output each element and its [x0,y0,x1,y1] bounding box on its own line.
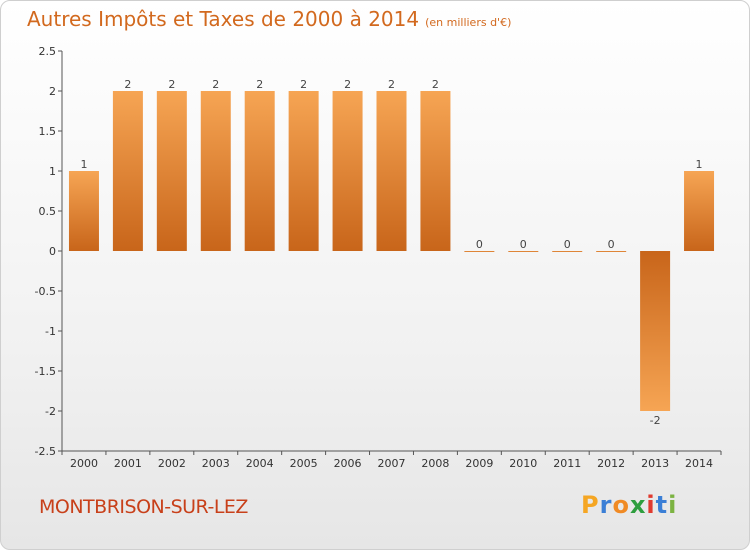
bar [112,91,143,251]
x-tick-label: 2003 [202,457,230,470]
bar [376,91,407,251]
y-tick-label: 2 [49,85,56,98]
bar [200,91,231,251]
data-label: 2 [300,78,307,91]
logo-letter: x [629,491,647,519]
x-tick-label: 2000 [70,457,98,470]
x-tick-label: 2014 [685,457,713,470]
proxiti-logo: Proxiti [581,491,677,519]
bar [552,251,583,252]
data-label: 2 [168,78,175,91]
logo-letter: r [599,491,613,519]
y-tick-label: 2.5 [39,45,57,58]
x-tick-label: 2012 [597,457,625,470]
y-tick-label: -2 [45,405,56,418]
bar [596,251,627,252]
data-label: 0 [608,238,615,251]
chart-title: Autres Impôts et Taxes de 2000 à 2014 (en… [27,7,511,31]
logo-letter: P [581,491,600,519]
y-tick-label: -2.5 [35,445,56,458]
bar [464,251,495,252]
y-tick-label: 0 [49,245,56,258]
data-labels: 1 2 2 2 2 2 2 2 2 0 0 0 0 -2 1 [80,78,702,427]
bar [288,91,319,251]
town-name: MONTBRISON-SUR-LEZ [39,496,248,518]
bar [68,171,99,251]
data-label: 2 [212,78,219,91]
logo-letter: i [668,491,678,519]
data-label: 2 [124,78,131,91]
data-label: 0 [564,238,571,251]
y-tick-label: -0.5 [35,285,56,298]
subtitle-text: (en milliers d'€) [425,16,512,29]
x-tick-label: 2004 [246,457,274,470]
data-label: 2 [432,78,439,91]
x-tick-label: 2008 [421,457,449,470]
logo-letter: i [646,491,656,519]
x-tick-label: 2013 [641,457,669,470]
data-label: 2 [344,78,351,91]
x-tick-label: 2005 [290,457,318,470]
x-tick-label: 2001 [114,457,142,470]
bar [332,91,363,251]
bar [684,171,715,251]
data-label: 0 [520,238,527,251]
x-tick-label: 2010 [509,457,537,470]
x-tick-label: 2007 [378,457,406,470]
data-label: 0 [476,238,483,251]
y-tick-label: -1 [45,325,56,338]
y-tick-label: 0.5 [39,205,57,218]
bar [420,91,451,251]
logo-letter: t [655,491,669,519]
data-label: -2 [650,414,661,427]
data-label: 1 [696,158,703,171]
bar [508,251,539,252]
y-tick-label: -1.5 [35,365,56,378]
y-tick-label: 1 [49,165,56,178]
data-label: 1 [80,158,87,171]
logo-letter: o [612,491,630,519]
bar [244,91,275,251]
x-tick-label: 2011 [553,457,581,470]
x-tick-label: 2006 [334,457,362,470]
bars [68,91,715,411]
bar [640,251,671,411]
x-tick-label: 2009 [465,457,493,470]
x-tick-label: 2002 [158,457,186,470]
data-label: 2 [388,78,395,91]
title-text: Autres Impôts et Taxes de 2000 à 2014 [27,7,420,31]
bar [156,91,187,251]
data-label: 2 [256,78,263,91]
y-tick-label: 1.5 [39,125,57,138]
